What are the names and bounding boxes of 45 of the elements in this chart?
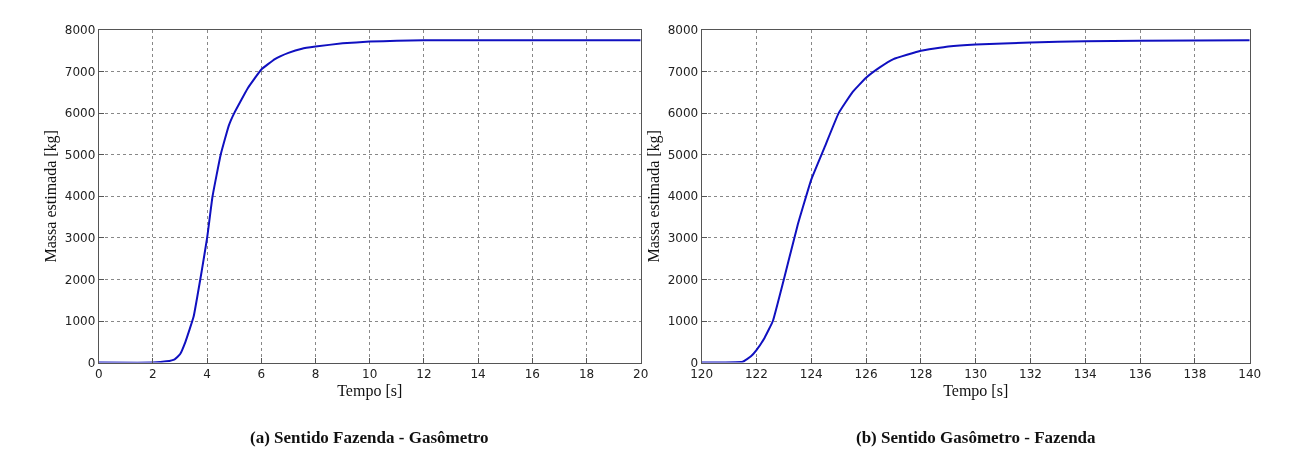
y-tick-label: 5000 (64, 147, 96, 162)
y-tick-label: 7000 (667, 64, 699, 79)
y-axis-title: Massa estimada [kg] (41, 130, 60, 263)
x-tick-label: 4 (203, 367, 211, 381)
x-tick-label: 120 (690, 367, 714, 381)
y-tick-label: 8000 (667, 23, 699, 38)
x-tick-label: 132 (1019, 367, 1042, 381)
x-tick-label: 16 (524, 367, 540, 381)
y-tick-label: 3000 (667, 231, 699, 246)
y-tick-label: 6000 (667, 106, 699, 121)
y-tick-label: 1000 (667, 314, 699, 329)
x-tick-label: 18 (578, 367, 595, 381)
x-tick-label: 134 (1073, 367, 1097, 381)
x-tick-label: 122 (744, 367, 768, 381)
y-tick-label: 4000 (667, 189, 699, 204)
x-tick-label: 128 (909, 367, 933, 381)
x-tick-label: 138 (1183, 367, 1207, 381)
y-tick-label: 4000 (64, 189, 96, 204)
x-axis-title: Tempo [s] (337, 381, 403, 400)
y-tick-label: 2000 (64, 272, 96, 287)
x-tick-label: 2 (149, 367, 157, 381)
y-tick-label: 3000 (64, 231, 96, 246)
x-tick-label: 14 (470, 367, 486, 381)
text: (b) Sentido Gasômetro - Fazenda (856, 428, 1097, 447)
x-tick-label: 130 (964, 367, 988, 381)
y-tick-label: 1000 (64, 314, 96, 329)
y-tick-label: 2000 (667, 272, 699, 287)
y-tick-label: 8000 (64, 23, 96, 38)
y-tick-label: 0 (690, 355, 699, 370)
text: (a) Sentido Fazenda - Gasômetro (250, 428, 489, 447)
x-tick-label: 124 (799, 367, 823, 381)
x-tick-label: 10 (362, 367, 378, 381)
x-axis-title: Tempo [s] (943, 381, 1009, 400)
y-tick-label: 6000 (64, 106, 96, 121)
x-tick-label: 6 (257, 367, 266, 381)
x-tick-label: 136 (1128, 367, 1152, 381)
x-tick-label: 140 (1238, 367, 1262, 381)
y-axis-title: Massa estimada [kg] (644, 130, 663, 263)
y-tick-label: 5000 (667, 147, 699, 162)
y-tick-label: 7000 (64, 64, 96, 79)
x-tick-label: 8 (311, 367, 320, 381)
x-tick-label: 20 (633, 367, 649, 381)
x-tick-label: 126 (854, 367, 878, 381)
y-tick-label: 0 (87, 355, 96, 370)
x-tick-label: 12 (416, 367, 432, 381)
